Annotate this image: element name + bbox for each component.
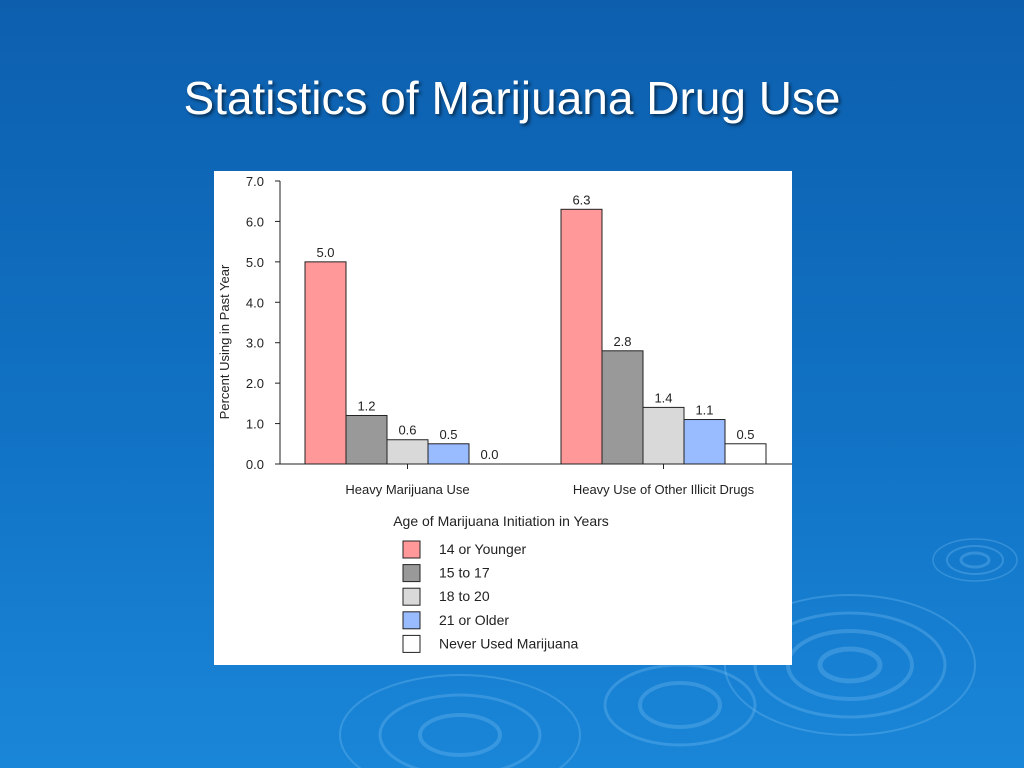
legend-label: 21 or Older xyxy=(439,612,509,628)
legend-swatch xyxy=(402,634,421,653)
bar-value-label: 0.0 xyxy=(480,447,498,462)
bar xyxy=(601,350,644,465)
y-tick-label: 7.0 xyxy=(246,174,264,189)
bar-value-label: 5.0 xyxy=(316,245,334,260)
x-category-label: Heavy Marijuana Use xyxy=(345,482,469,497)
bar-value-label: 1.4 xyxy=(654,390,672,405)
y-axis-title: Percent Using in Past Year xyxy=(217,264,232,419)
bar xyxy=(683,419,726,465)
legend-label: 18 to 20 xyxy=(439,588,490,604)
bar-value-label: 1.2 xyxy=(357,398,375,413)
chart-panel: 0.0 1.0 2.0 3.0 4.0 5.0 6.0 7.0 5.0 1.2 0.6 0.5 0.0… xyxy=(214,171,792,665)
y-tick-label: 3.0 xyxy=(246,336,264,351)
bar-value-label: 6.3 xyxy=(572,192,590,207)
y-tick-label: 0.0 xyxy=(246,457,264,472)
x-axis: Heavy Marijuana Use Heavy Use of Other Il… xyxy=(280,463,792,497)
legend-swatch xyxy=(402,611,421,630)
legend-label: Never Used Marijuana xyxy=(439,635,578,651)
bar xyxy=(345,414,388,465)
y-tick-label: 5.0 xyxy=(246,255,264,270)
legend-swatch xyxy=(402,587,421,606)
bar xyxy=(724,443,767,465)
bar-value-label: 0.5 xyxy=(736,427,754,442)
bars: 5.0 1.2 0.6 0.5 0.0 6.3 2.8 1.4 1.1 0.5 xyxy=(304,192,767,465)
y-axis: 0.0 1.0 2.0 3.0 4.0 5.0 6.0 7.0 xyxy=(246,174,281,472)
bar xyxy=(386,439,429,465)
legend-label: 15 to 17 xyxy=(439,565,490,581)
legend-swatch xyxy=(402,564,421,583)
y-tick-label: 6.0 xyxy=(246,214,264,229)
bar xyxy=(304,261,347,465)
legend-label: 14 or Younger xyxy=(439,541,527,557)
bar-chart: 0.0 1.0 2.0 3.0 4.0 5.0 6.0 7.0 5.0 1.2 0.6 0.5 0.0… xyxy=(217,174,792,653)
bar-value-label: 0.6 xyxy=(398,423,416,438)
legend: 14 or Younger 15 to 17 18 to 20 21 or Older… xyxy=(402,540,578,653)
x-category-label: Heavy Use of Other Illicit Drugs xyxy=(573,482,755,497)
legend-swatch xyxy=(402,540,421,559)
bar-value-label: 0.5 xyxy=(439,427,457,442)
y-tick-label: 2.0 xyxy=(246,376,264,391)
bar xyxy=(427,443,470,465)
slide-title: Statistics of Marijuana Drug Use xyxy=(183,72,841,124)
bar xyxy=(560,208,603,465)
y-tick-label: 4.0 xyxy=(246,295,264,310)
bar xyxy=(642,406,685,465)
bar-value-label: 2.8 xyxy=(613,334,631,349)
bar-value-label: 1.1 xyxy=(695,403,713,418)
y-tick-label: 1.0 xyxy=(246,417,264,432)
x-axis-title: Age of Marijuana Initiation in Years xyxy=(393,513,609,529)
